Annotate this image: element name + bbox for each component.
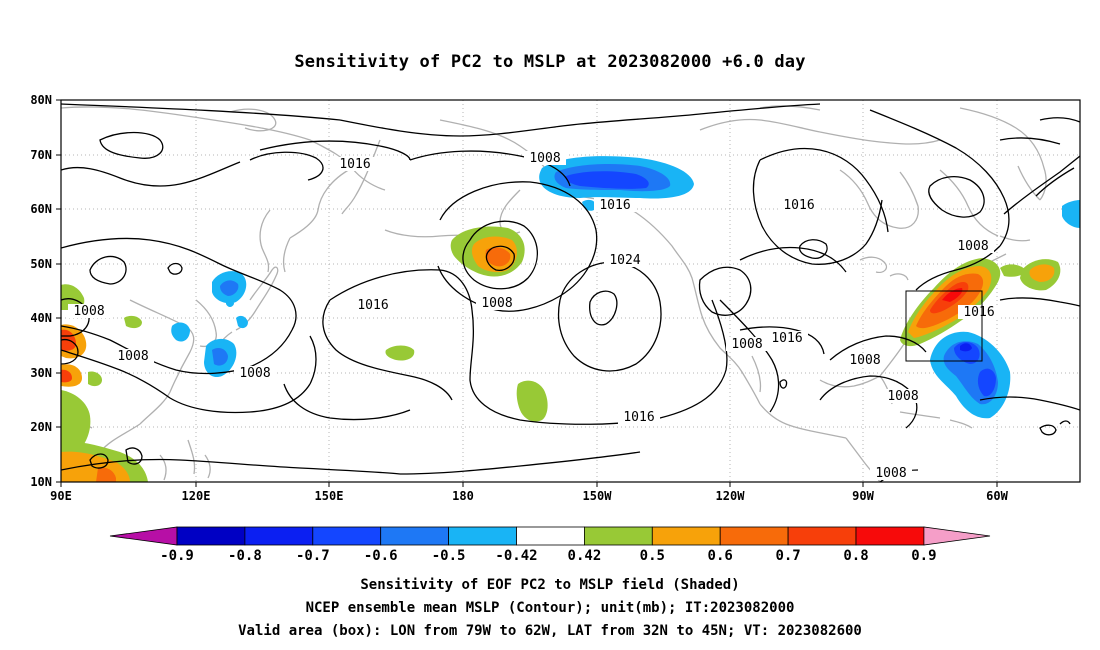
caption-line-2: NCEP ensemble mean MSLP (Contour); unit(… xyxy=(306,600,795,616)
contour-label: 1016 xyxy=(339,157,370,172)
caption-line-1: Sensitivity of EOF PC2 to MSLP field (Sh… xyxy=(360,577,739,593)
lat-tick-label: 40N xyxy=(30,311,52,325)
colorbar-tick-label: 0.9 xyxy=(911,548,936,564)
contour-label: 1024 xyxy=(609,253,640,268)
colorbar xyxy=(109,526,991,546)
colorbar-bin xyxy=(719,526,789,546)
contour-labels: 1016 1008 1016 1016 1008 1024 1016 1008 … xyxy=(68,151,1000,481)
contour-label: 1008 xyxy=(731,337,762,352)
lat-tick-label: 10N xyxy=(30,475,52,489)
colorbar-bin xyxy=(176,526,246,546)
lon-tick-label: 150E xyxy=(315,489,344,503)
lon-tick-label: 90E xyxy=(50,489,72,503)
lon-tick-label: 60W xyxy=(986,489,1008,503)
lat-labels: 80N 70N 60N 50N 40N 30N 20N 10N xyxy=(30,93,52,489)
colorbar-tick-label: 0.5 xyxy=(640,548,665,564)
colorbar-tick-label: 0.6 xyxy=(708,548,733,564)
contour-label: 1008 xyxy=(117,349,148,364)
lat-tick-label: 50N xyxy=(30,257,52,271)
contour-label: 1008 xyxy=(481,296,512,311)
colorbar-tick-label: -0.5 xyxy=(432,548,466,564)
mslp-contours xyxy=(61,103,1080,482)
lon-tick-label: 120W xyxy=(716,489,746,503)
contour-label: 1016 xyxy=(783,198,814,213)
contour-label: 1008 xyxy=(957,239,988,254)
lat-tick-label: 70N xyxy=(30,148,52,162)
colorbar-tick-label: -0.8 xyxy=(228,548,262,564)
colorbar-bin xyxy=(244,526,314,546)
lat-tick-label: 30N xyxy=(30,366,52,380)
colorbar-tick-label: 0.42 xyxy=(568,548,602,564)
valid-area-box xyxy=(905,290,983,362)
lon-labels: 90E 120E 150E 180 150W 120W 90W 60W xyxy=(50,489,1008,503)
contour-label: 1016 xyxy=(963,305,994,320)
contour-label: 1008 xyxy=(849,353,880,368)
colorbar-bin xyxy=(448,526,517,546)
contour-label: 1008 xyxy=(73,304,104,319)
lat-tick-label: 20N xyxy=(30,420,52,434)
lon-tick-label: 180 xyxy=(452,489,474,503)
contour-label: 1008 xyxy=(239,366,270,381)
contour-label: 1008 xyxy=(529,151,560,166)
sensitivity-shading xyxy=(61,156,1080,482)
colorbar-bin xyxy=(855,526,925,546)
lat-tick-label: 60N xyxy=(30,202,52,216)
colorbar-extend-high xyxy=(923,526,991,546)
colorbar-bin xyxy=(787,526,857,546)
colorbar-labels: -0.9 -0.8 -0.7 -0.6 -0.5 -0.42 0.42 0.5 0.6 0.7 0.… xyxy=(160,548,936,564)
lon-tick-label: 90W xyxy=(852,489,874,503)
map-title: Sensitivity of PC2 to MSLP at 2023082000… xyxy=(294,52,805,72)
colorbar-tick-label: -0.6 xyxy=(364,548,398,564)
colorbar-bin xyxy=(312,526,382,546)
colorbar-tick-label: 0.7 xyxy=(775,548,800,564)
map-frame xyxy=(60,99,1081,483)
contour-label: 1016 xyxy=(599,198,630,213)
colorbar-tick-label: -0.42 xyxy=(495,548,537,564)
contour-label: 1016 xyxy=(771,331,802,346)
colorbar-bin xyxy=(584,526,653,546)
colorbar-tick-label: -0.7 xyxy=(296,548,330,564)
contour-label: 1016 xyxy=(357,298,388,313)
contour-label: 1008 xyxy=(887,389,918,404)
colorbar-tick-label: 0.8 xyxy=(843,548,868,564)
map-content: 1016 1008 1016 1016 1008 1024 1016 1008 … xyxy=(61,100,1080,482)
contour-label: 1016 xyxy=(623,410,654,425)
colorbar-bin xyxy=(380,526,450,546)
axis-ticks xyxy=(56,99,998,487)
caption-line-3: Valid area (box): LON from 79W to 62W, L… xyxy=(238,623,862,639)
colorbar-bin xyxy=(516,526,585,546)
colorbar-tick-label: -0.9 xyxy=(160,548,194,564)
lat-tick-label: 80N xyxy=(30,93,52,107)
lon-tick-label: 120E xyxy=(182,489,211,503)
colorbar-bin xyxy=(651,526,721,546)
lon-tick-label: 150W xyxy=(583,489,613,503)
colorbar-extend-low xyxy=(109,526,178,546)
contour-label: 1008 xyxy=(875,466,906,481)
